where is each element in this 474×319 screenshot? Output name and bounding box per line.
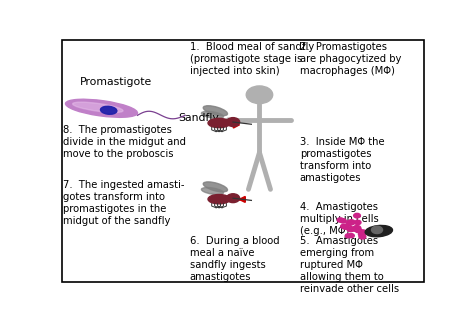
- Circle shape: [341, 224, 347, 228]
- Ellipse shape: [65, 99, 137, 117]
- Circle shape: [337, 218, 344, 222]
- Ellipse shape: [208, 195, 230, 204]
- Text: 5.  Amastigotes
emerging from
ruptured MΦ
allowing them to
reinvade other cells: 5. Amastigotes emerging from ruptured MΦ…: [300, 236, 399, 294]
- Circle shape: [227, 118, 240, 126]
- Circle shape: [355, 228, 362, 233]
- Text: 8.  The promastigotes
divide in the midgut and
move to the proboscis: 8. The promastigotes divide in the midgu…: [63, 125, 186, 160]
- Circle shape: [340, 219, 346, 223]
- Circle shape: [246, 86, 273, 104]
- Text: Sandfly: Sandfly: [179, 113, 219, 123]
- Circle shape: [348, 234, 354, 238]
- Circle shape: [346, 221, 353, 226]
- Circle shape: [359, 234, 366, 239]
- Circle shape: [353, 226, 361, 231]
- Circle shape: [358, 232, 365, 236]
- Circle shape: [372, 226, 383, 234]
- Text: 3.  Inside MΦ the
promastigotes
transform into
amastigotes: 3. Inside MΦ the promastigotes transform…: [300, 137, 384, 182]
- Text: 7.  The ingested amasti-
gotes transform into
promastigotes in the
midgut of the: 7. The ingested amasti- gotes transform …: [63, 180, 184, 226]
- Ellipse shape: [203, 106, 228, 116]
- Ellipse shape: [208, 118, 230, 128]
- Ellipse shape: [201, 188, 223, 195]
- Circle shape: [342, 225, 348, 229]
- Ellipse shape: [365, 226, 392, 237]
- Ellipse shape: [203, 182, 228, 192]
- Circle shape: [354, 213, 360, 218]
- Circle shape: [359, 230, 366, 234]
- Circle shape: [359, 230, 365, 235]
- Circle shape: [352, 227, 359, 231]
- Circle shape: [227, 194, 240, 203]
- Text: 1.  Blood meal of sandfly
(promastigote stage is
injected into skin): 1. Blood meal of sandfly (promastigote s…: [190, 42, 314, 76]
- Circle shape: [345, 234, 351, 238]
- Text: 4.  Amastigotes
multiply in cells
(e.g., MΦ): 4. Amastigotes multiply in cells (e.g., …: [300, 202, 379, 236]
- Circle shape: [355, 220, 361, 225]
- Circle shape: [347, 226, 355, 232]
- Ellipse shape: [100, 106, 117, 114]
- Text: 6.  During a blood
meal a naïve
sandfly ingests
amastigotes: 6. During a blood meal a naïve sandfly i…: [190, 236, 279, 282]
- Ellipse shape: [73, 102, 123, 113]
- Ellipse shape: [201, 111, 223, 118]
- Text: Promastigote: Promastigote: [80, 78, 152, 87]
- Circle shape: [347, 220, 355, 225]
- Text: 2.  Promastigotes
are phagocytized by
macrophages (MΦ): 2. Promastigotes are phagocytized by mac…: [300, 42, 401, 76]
